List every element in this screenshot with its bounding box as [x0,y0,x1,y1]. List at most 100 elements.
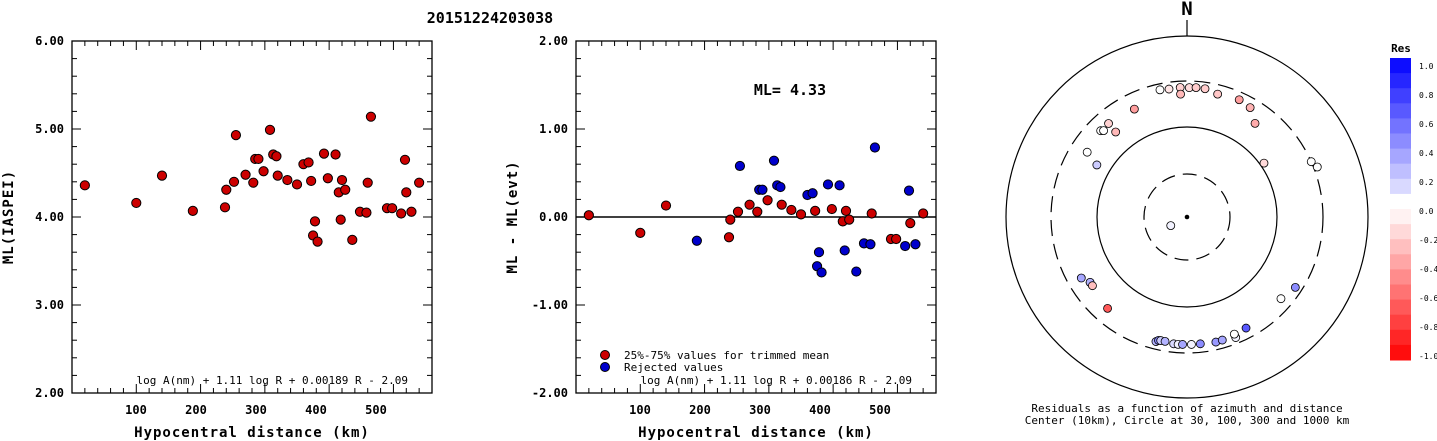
colorbar: Res 1.0 0.8 0.6 0.4 0.2 0.0 -0.2 -0.4 -0.6 -0.8 -1… [1390,42,1437,361]
colorbar-cell [1390,178,1411,195]
polar-point [1111,127,1121,137]
middle-x-tick-label: 500 [869,403,891,417]
polar-point [1176,89,1185,99]
colorbar-cell [1390,329,1411,346]
legend-label-rejected: Rejected values [624,361,723,374]
trimmed-point [725,214,736,225]
trimmed-point [826,203,837,215]
middle-y-ticks: -2.00 -1.00 0.00 1.00 2.00 [532,34,568,400]
middle-y-tick-label: 2.00 [539,34,568,48]
rejected-point [757,184,768,195]
polar-caption-2: Center (10km), Circle at 30, 100, 300 an… [1025,414,1350,427]
center-dot [1184,214,1190,220]
left-y-ticks: 2.00 3.00 4.00 5.00 6.00 [35,34,64,400]
left-point [406,206,417,217]
colorbar-tick-label: 0.6 [1419,120,1434,129]
left-point [264,124,276,135]
colorbar-tick-label: 0.8 [1419,91,1434,100]
rejected-point [691,235,702,246]
ring-1000km [1005,35,1369,399]
left-point [347,234,358,245]
polar-point [1229,329,1239,339]
polar-point [1241,323,1251,333]
polar-plot: N Residuals as a function of azimuth and… [1005,0,1369,427]
figure-title: 20151224203038 [427,9,553,27]
trimmed-point [810,205,821,216]
polar-point [1155,85,1165,95]
left-point [187,205,198,216]
left-point [399,154,411,165]
middle-y-axis-label: ML - ML(evt) [505,160,521,273]
polar-point [1104,119,1113,128]
left-point [272,170,283,181]
colorbar-tick-label: -0.4 [1419,265,1437,274]
colorbar-cell [1390,344,1411,361]
rejected-point [813,247,825,258]
colorbar-cell [1390,133,1411,150]
polar-point [1276,294,1286,304]
left-point [219,202,231,213]
rejected-point [839,245,850,256]
colorbar-tick-label: -0.2 [1419,236,1437,245]
rejected-point [910,239,921,250]
colorbar-cell [1390,269,1411,285]
polar-point [1234,95,1244,105]
colorbar-cell [1390,193,1411,210]
colorbar-ticks: 1.0 0.8 0.6 0.4 0.2 0.0 -0.2 -0.4 -0.6 -0.8 -1.0 [1419,62,1437,361]
left-point [131,197,142,209]
trimmed-point [840,205,852,216]
colorbar-tick-label: 0.2 [1419,178,1434,187]
left-point [340,184,351,195]
trimmed-point [762,195,773,206]
middle-x-tick-label: 100 [629,403,651,417]
polar-point [1200,84,1210,94]
middle-y-tick-label: 1.00 [539,122,568,136]
polar-point [1082,147,1092,157]
ring-100km [1096,126,1278,308]
rejected-point [768,155,780,166]
rejected-point [816,267,827,278]
polar-point [1290,282,1300,292]
polar-point [1088,281,1097,291]
polar-points [1076,83,1322,349]
left-plot: 2.00 3.00 4.00 5.00 6.00 100 200 300 400 500 Hyp… [1,34,433,441]
polar-point [1306,157,1316,167]
colorbar-cell [1390,163,1411,180]
left-point [271,151,282,162]
colorbar-cell [1390,314,1411,331]
colorbar-cell [1390,88,1411,104]
middle-formula: log A(nm) + 1.11 log R + 0.00186 R - 2.0… [640,374,912,387]
polar-point [1092,160,1102,170]
middle-x-tick-label: 400 [809,403,831,417]
colorbar-title: Res [1391,42,1411,55]
legend-marker-trimmed [600,350,610,360]
colorbar-cell [1390,58,1411,74]
left-point [335,214,346,225]
middle-y-tick-label: -1.00 [532,298,568,312]
left-x-axis-label: Hypocentral distance (km) [134,425,370,441]
polar-point [1217,335,1227,345]
polar-point [1312,162,1322,172]
polar-point [1187,340,1196,349]
middle-plot: -2.00 -1.00 0.00 1.00 2.00 100 200 300 400 500 H… [505,34,937,441]
left-point [79,180,90,191]
trimmed-point [786,204,797,216]
left-y-tick-label: 2.00 [35,386,64,400]
rejected-point [822,179,834,190]
left-tick-marks [71,40,433,394]
left-point [401,187,412,198]
colorbar-cell [1390,103,1411,119]
left-point [365,111,377,122]
left-formula: log A(nm) + 1.11 log R + 0.00189 R - 2.0… [136,374,408,387]
middle-y-tick-label: -2.00 [532,386,568,400]
left-point [309,216,321,227]
left-point [361,207,372,218]
trimmed-point [732,206,744,217]
left-point [248,177,259,188]
polar-point [1164,84,1174,94]
left-point [228,176,240,187]
colorbar-tick-label: 0.4 [1419,149,1434,158]
trimmed-point [635,227,646,238]
left-point [336,174,348,186]
